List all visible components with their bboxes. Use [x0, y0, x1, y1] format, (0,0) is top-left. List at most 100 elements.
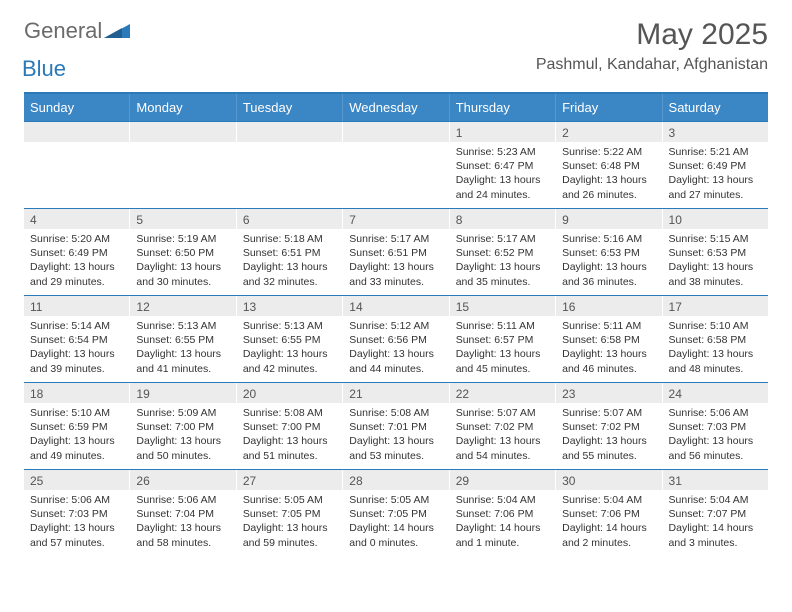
day-number: 7	[343, 209, 448, 229]
day-body	[237, 142, 342, 151]
sunrise-text: Sunrise: 5:07 AM	[562, 406, 655, 420]
logo-text-general: General	[24, 18, 102, 44]
day-cell	[129, 122, 235, 208]
day-body: Sunrise: 5:14 AMSunset: 6:54 PMDaylight:…	[24, 316, 129, 382]
sunset-text: Sunset: 6:53 PM	[562, 246, 655, 260]
sunset-text: Sunset: 6:55 PM	[136, 333, 229, 347]
day-number: 4	[24, 209, 129, 229]
day-body: Sunrise: 5:11 AMSunset: 6:57 PMDaylight:…	[450, 316, 555, 382]
day-body: Sunrise: 5:09 AMSunset: 7:00 PMDaylight:…	[130, 403, 235, 469]
sunset-text: Sunset: 6:51 PM	[243, 246, 336, 260]
sunset-text: Sunset: 6:58 PM	[669, 333, 762, 347]
sunset-text: Sunset: 7:05 PM	[349, 507, 442, 521]
day-body: Sunrise: 5:04 AMSunset: 7:07 PMDaylight:…	[663, 490, 768, 556]
calendar: Sunday Monday Tuesday Wednesday Thursday…	[24, 92, 768, 556]
sunset-text: Sunset: 7:02 PM	[562, 420, 655, 434]
daylight-text: Daylight: 13 hours and 36 minutes.	[562, 260, 655, 288]
week-row: 1Sunrise: 5:23 AMSunset: 6:47 PMDaylight…	[24, 121, 768, 208]
day-cell: 6Sunrise: 5:18 AMSunset: 6:51 PMDaylight…	[236, 209, 342, 295]
week-row: 11Sunrise: 5:14 AMSunset: 6:54 PMDayligh…	[24, 295, 768, 382]
day-number: 21	[343, 383, 448, 403]
sunset-text: Sunset: 7:05 PM	[243, 507, 336, 521]
daylight-text: Daylight: 14 hours and 1 minute.	[456, 521, 549, 549]
sunset-text: Sunset: 7:04 PM	[136, 507, 229, 521]
day-body: Sunrise: 5:18 AMSunset: 6:51 PMDaylight:…	[237, 229, 342, 295]
day-body: Sunrise: 5:16 AMSunset: 6:53 PMDaylight:…	[556, 229, 661, 295]
sunset-text: Sunset: 7:01 PM	[349, 420, 442, 434]
day-cell: 30Sunrise: 5:04 AMSunset: 7:06 PMDayligh…	[555, 470, 661, 556]
sunrise-text: Sunrise: 5:05 AM	[243, 493, 336, 507]
sunset-text: Sunset: 7:03 PM	[669, 420, 762, 434]
sunrise-text: Sunrise: 5:06 AM	[30, 493, 123, 507]
day-cell: 21Sunrise: 5:08 AMSunset: 7:01 PMDayligh…	[342, 383, 448, 469]
day-number: 1	[450, 122, 555, 142]
day-number: 18	[24, 383, 129, 403]
day-cell	[24, 122, 129, 208]
daylight-text: Daylight: 13 hours and 50 minutes.	[136, 434, 229, 462]
daylight-text: Daylight: 13 hours and 51 minutes.	[243, 434, 336, 462]
sunrise-text: Sunrise: 5:22 AM	[562, 145, 655, 159]
day-cell: 3Sunrise: 5:21 AMSunset: 6:49 PMDaylight…	[662, 122, 768, 208]
sunset-text: Sunset: 7:07 PM	[669, 507, 762, 521]
daylight-text: Daylight: 13 hours and 32 minutes.	[243, 260, 336, 288]
daylight-text: Daylight: 13 hours and 33 minutes.	[349, 260, 442, 288]
weekday-sun: Sunday	[24, 94, 129, 121]
day-number: 29	[450, 470, 555, 490]
day-number	[130, 122, 235, 142]
sunrise-text: Sunrise: 5:23 AM	[456, 145, 549, 159]
day-number: 31	[663, 470, 768, 490]
week-row: 18Sunrise: 5:10 AMSunset: 6:59 PMDayligh…	[24, 382, 768, 469]
sunset-text: Sunset: 6:47 PM	[456, 159, 549, 173]
sunrise-text: Sunrise: 5:08 AM	[349, 406, 442, 420]
daylight-text: Daylight: 13 hours and 42 minutes.	[243, 347, 336, 375]
day-cell: 18Sunrise: 5:10 AMSunset: 6:59 PMDayligh…	[24, 383, 129, 469]
day-body: Sunrise: 5:13 AMSunset: 6:55 PMDaylight:…	[130, 316, 235, 382]
sunset-text: Sunset: 6:51 PM	[349, 246, 442, 260]
day-cell: 13Sunrise: 5:13 AMSunset: 6:55 PMDayligh…	[236, 296, 342, 382]
day-number: 28	[343, 470, 448, 490]
weekday-fri: Friday	[555, 94, 661, 121]
day-body: Sunrise: 5:21 AMSunset: 6:49 PMDaylight:…	[663, 142, 768, 208]
weeks-container: 1 Sunrise: 5:23 AMSunset: 6:47 PM Daylight…	[24, 121, 768, 556]
day-body: Sunrise: 5:10 AMSunset: 6:58 PMDaylight:…	[663, 316, 768, 382]
daylight-text: Daylight: 14 hours and 0 minutes.	[349, 521, 442, 549]
daylight-text: Daylight: 13 hours and 49 minutes.	[30, 434, 123, 462]
day-cell: 11Sunrise: 5:14 AMSunset: 6:54 PMDayligh…	[24, 296, 129, 382]
weekday-mon: Monday	[129, 94, 235, 121]
day-number	[343, 122, 448, 142]
day-number: 5	[130, 209, 235, 229]
day-cell: 23Sunrise: 5:07 AMSunset: 7:02 PMDayligh…	[555, 383, 661, 469]
day-cell: 16Sunrise: 5:11 AMSunset: 6:58 PMDayligh…	[555, 296, 661, 382]
day-body: Sunrise: 5:06 AMSunset: 7:04 PMDaylight:…	[130, 490, 235, 556]
daylight-text: Daylight: 13 hours and 44 minutes.	[349, 347, 442, 375]
sunset-text: Sunset: 6:54 PM	[30, 333, 123, 347]
day-body: Sunrise: 5:08 AMSunset: 7:00 PMDaylight:…	[237, 403, 342, 469]
sunset-text: Sunset: 6:48 PM	[562, 159, 655, 173]
sunset-text: Sunset: 6:49 PM	[669, 159, 762, 173]
daylight-text: Daylight: 13 hours and 55 minutes.	[562, 434, 655, 462]
day-cell: 15Sunrise: 5:11 AMSunset: 6:57 PMDayligh…	[449, 296, 555, 382]
day-number: 9	[556, 209, 661, 229]
day-number: 12	[130, 296, 235, 316]
day-cell: 20Sunrise: 5:08 AMSunset: 7:00 PMDayligh…	[236, 383, 342, 469]
day-body	[130, 142, 235, 151]
week-row: 4Sunrise: 5:20 AMSunset: 6:49 PMDaylight…	[24, 208, 768, 295]
day-body: Sunrise: 5:17 AMSunset: 6:52 PMDaylight:…	[450, 229, 555, 295]
weekday-wed: Wednesday	[342, 94, 448, 121]
sunrise-text: Sunrise: 5:15 AM	[669, 232, 762, 246]
sunrise-text: Sunrise: 5:05 AM	[349, 493, 442, 507]
sunrise-text: Sunrise: 5:18 AM	[243, 232, 336, 246]
day-cell: 7Sunrise: 5:17 AMSunset: 6:51 PMDaylight…	[342, 209, 448, 295]
day-body: Sunrise: 5:17 AMSunset: 6:51 PMDaylight:…	[343, 229, 448, 295]
sunset-text: Sunset: 6:55 PM	[243, 333, 336, 347]
daylight-text: Daylight: 13 hours and 48 minutes.	[669, 347, 762, 375]
day-cell	[342, 122, 448, 208]
daylight-text: Daylight: 13 hours and 56 minutes.	[669, 434, 762, 462]
sunrise-text: Sunrise: 5:13 AM	[243, 319, 336, 333]
day-cell: 4Sunrise: 5:20 AMSunset: 6:49 PMDaylight…	[24, 209, 129, 295]
daylight-text: Daylight: 13 hours and 46 minutes.	[562, 347, 655, 375]
daylight-text: Daylight: 14 hours and 3 minutes.	[669, 521, 762, 549]
day-cell: 24Sunrise: 5:06 AMSunset: 7:03 PMDayligh…	[662, 383, 768, 469]
day-cell: 29Sunrise: 5:04 AMSunset: 7:06 PMDayligh…	[449, 470, 555, 556]
day-number: 2	[556, 122, 661, 142]
